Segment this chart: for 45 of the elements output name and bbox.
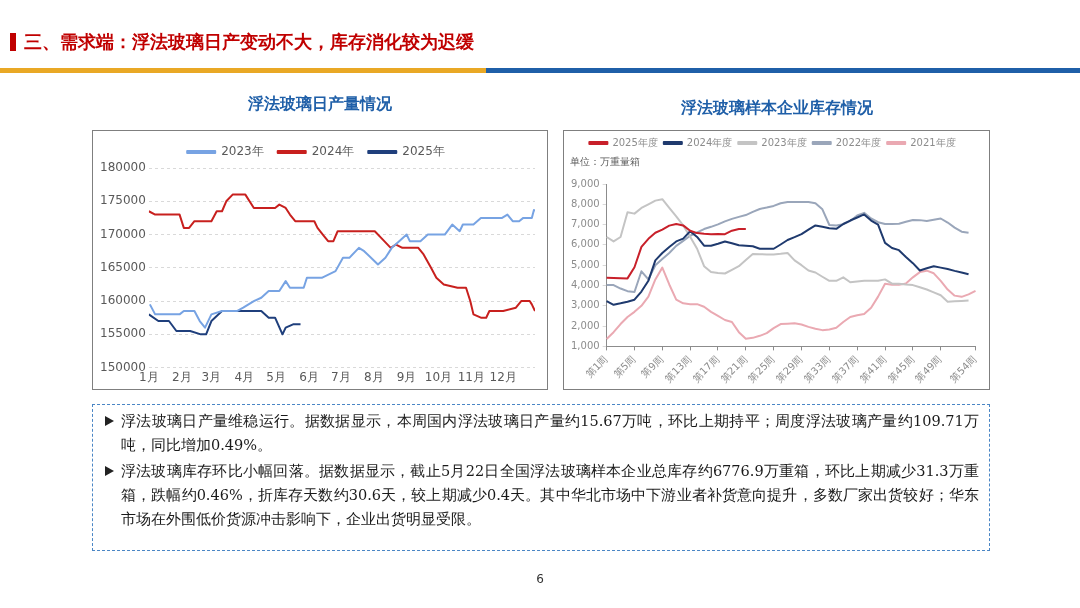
chart-title: 浮法玻璃日产量情况: [247, 94, 393, 115]
y-tick-label: 160000: [100, 293, 146, 308]
x-tick-label: 第54周: [947, 353, 979, 385]
x-tick-label: 11月: [457, 369, 485, 384]
y-tick-label: 180000: [100, 160, 146, 175]
x-tick-label: 3月: [201, 369, 222, 384]
legend-label: 2023年度: [761, 136, 807, 148]
y-tick-label: 7,000: [570, 218, 600, 230]
y-tick-label: 4,000: [570, 279, 600, 291]
text: 6: [535, 572, 545, 586]
x-tick-label: 第49周: [913, 353, 944, 385]
chart-title: 浮法玻璃样本企业库存情况: [679, 98, 874, 119]
text: 三、需求端：浮法玻璃日产变动不大，库存消化较为迟缓: [24, 30, 474, 54]
y-tick-label: 9,000: [570, 177, 600, 189]
y-tick-label: 165000: [100, 259, 146, 274]
legend-label: 2024年度: [686, 136, 733, 148]
y-tick-label: 2,000: [570, 319, 600, 331]
x-tick-label: 10月: [424, 369, 453, 384]
x-tick-label: 7月: [331, 369, 351, 384]
y-axis-title: 单位：万重量箱: [570, 155, 640, 169]
x-tick-label: 4月: [234, 369, 255, 384]
x-tick-label: 第5周: [611, 353, 638, 380]
legend-label: 2023年: [221, 144, 264, 159]
x-tick-label: 8月: [363, 369, 384, 384]
legend-label: 2024年: [311, 144, 355, 159]
y-tick-label: 3,000: [570, 299, 600, 311]
y-tick-label: 170000: [100, 226, 146, 241]
legend-label: 2022年度: [835, 136, 882, 148]
legend-label: 2025年: [402, 144, 445, 159]
y-tick-label: 8,000: [570, 197, 600, 209]
x-tick-label: 12月: [489, 369, 517, 384]
y-tick-label: 175000: [100, 193, 146, 208]
text: 浮法玻璃日产量维稳运行。据数据显示，本周国内浮法玻璃日产量约15.67万吨，环比上期持平；周度浮法玻璃产量约109.71万吨，同比增加0.49%。: [121, 412, 979, 455]
x-tick-label: 2月: [171, 369, 192, 384]
x-tick-label: 5月: [266, 369, 286, 384]
y-tick-label: 155000: [100, 326, 146, 341]
x-tick-label: 第1周: [583, 353, 610, 380]
x-tick-label: 6月: [299, 369, 319, 384]
legend-label: 2021年度: [910, 136, 956, 148]
text: 浮法玻璃库存环比小幅回落。据数据显示，截止5月22日全国浮法玻璃样本企业总库存约6776.9万重箱，环比上期减少31.3万重箱，跌幅约0.46%，折库存天数约30.6天，较上期减少0.4天。其中华北市场中下游业者补货意向提升，多数厂家出货较好；华东市场在外围低价货源冲击影响下，企业出货明显受限。: [121, 462, 979, 529]
y-tick-label: 1,000: [570, 339, 600, 351]
y-tick-label: 6,000: [570, 238, 600, 250]
legend-label: 2025年度: [612, 136, 658, 148]
x-tick-label: 9月: [396, 369, 417, 384]
y-tick-label: 5,000: [570, 258, 600, 270]
